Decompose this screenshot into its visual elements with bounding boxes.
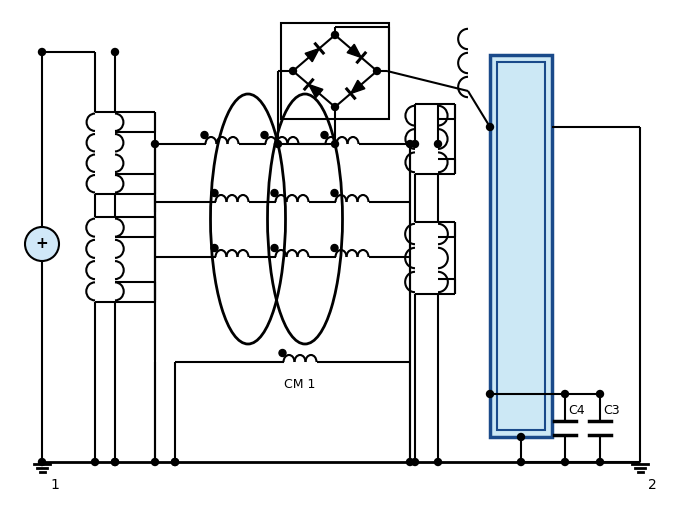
Text: C3: C3 [603, 404, 620, 417]
Polygon shape [308, 84, 323, 98]
Text: CM 1: CM 1 [284, 378, 316, 391]
Circle shape [411, 140, 419, 147]
Circle shape [112, 49, 119, 55]
Circle shape [562, 391, 569, 397]
Circle shape [152, 459, 159, 465]
Circle shape [172, 459, 179, 465]
Circle shape [172, 459, 179, 465]
Circle shape [518, 434, 524, 440]
Text: C4: C4 [568, 404, 584, 417]
Circle shape [152, 140, 159, 147]
Bar [281, 23, 389, 119]
Circle shape [321, 132, 328, 139]
Circle shape [290, 68, 297, 75]
Circle shape [596, 459, 604, 465]
Circle shape [562, 459, 569, 465]
Bar [490, 55, 552, 437]
Circle shape [275, 140, 282, 147]
Circle shape [92, 459, 99, 465]
Polygon shape [305, 49, 319, 62]
Circle shape [596, 391, 604, 397]
Circle shape [271, 189, 278, 197]
Circle shape [211, 245, 218, 251]
Bar [497, 62, 545, 430]
Circle shape [486, 391, 493, 397]
Text: +: + [36, 237, 48, 251]
Circle shape [39, 49, 46, 55]
Circle shape [435, 459, 442, 465]
Circle shape [331, 189, 338, 197]
Circle shape [331, 32, 339, 38]
Circle shape [406, 459, 413, 465]
Circle shape [261, 132, 268, 139]
Circle shape [39, 459, 46, 465]
Circle shape [271, 245, 278, 251]
Circle shape [331, 103, 339, 111]
Circle shape [201, 132, 208, 139]
Circle shape [112, 459, 119, 465]
Circle shape [373, 68, 380, 75]
Polygon shape [351, 80, 365, 94]
Polygon shape [347, 44, 362, 57]
Circle shape [411, 459, 419, 465]
Circle shape [331, 245, 338, 251]
Circle shape [406, 140, 413, 147]
Circle shape [486, 123, 493, 131]
Text: 1: 1 [50, 478, 59, 492]
Circle shape [279, 350, 286, 356]
Circle shape [331, 140, 339, 147]
Circle shape [25, 227, 59, 261]
Circle shape [211, 189, 218, 197]
Circle shape [435, 140, 442, 147]
Circle shape [112, 459, 119, 465]
Text: 2: 2 [648, 478, 657, 492]
Circle shape [518, 459, 524, 465]
